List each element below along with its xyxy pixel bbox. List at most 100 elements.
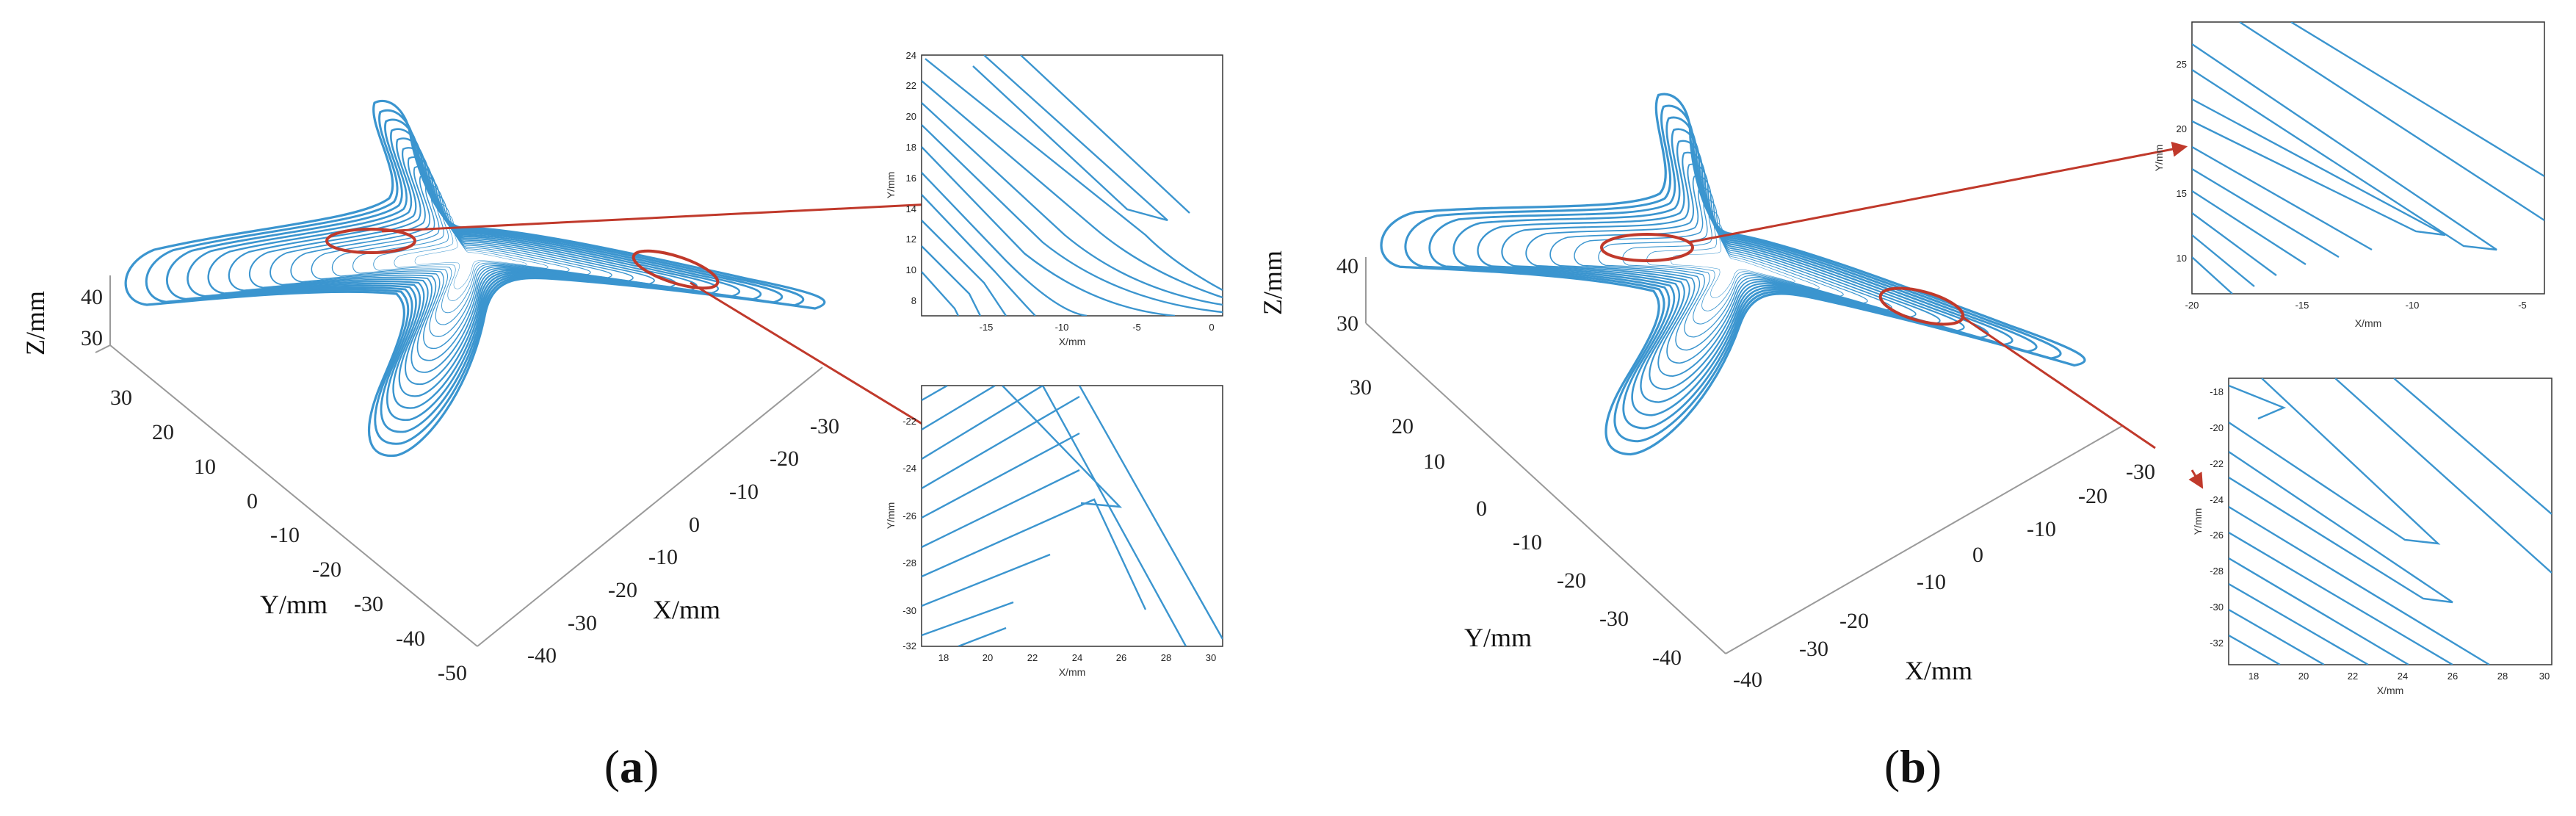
inset-y-tick: -30 — [2210, 602, 2224, 613]
x-tick: -20 — [608, 578, 637, 602]
x-tick: -10 — [2027, 517, 2056, 541]
y-tick: -10 — [1513, 530, 1542, 555]
y-tick: 0 — [247, 489, 258, 513]
y-tick: -30 — [1599, 607, 1629, 631]
x-tick: 0 — [689, 513, 700, 537]
inset-y-label: Y/mm — [885, 502, 897, 530]
inset-y-label: Y/mm — [2192, 508, 2204, 535]
panel-b-arrow-top — [1688, 141, 2188, 244]
inset-y-tick: -22 — [902, 416, 916, 427]
inset-x-tick: 18 — [938, 652, 949, 663]
inset-x-tick: -10 — [2406, 300, 2420, 311]
y-tick: -30 — [354, 592, 383, 616]
panel-b-y-ticks: 30 20 10 0 -10 -20 -30 -40 — [1350, 375, 1682, 670]
inset-y-label: Y/mm — [2153, 145, 2165, 172]
panel-b-x-label: X/mm — [1905, 656, 1972, 685]
inset-y-tick: -22 — [2210, 458, 2224, 469]
inset-x-tick: 26 — [2447, 671, 2458, 682]
inset-y-label: Y/mm — [885, 172, 897, 199]
panel-a-z-label: Z/mm — [21, 291, 50, 355]
panel-b-x-ticks: -40 -30 -20 -10 0 -10 -20 -30 — [1733, 460, 2155, 692]
inset-x-tick: 28 — [1161, 652, 1171, 663]
inset-x-label: X/mm — [1059, 666, 1086, 678]
y-tick: 0 — [1476, 497, 1487, 521]
panel-a-highlight-2 — [632, 249, 720, 290]
inset-y-tick: -26 — [902, 510, 916, 521]
inset-y-tick: -18 — [2210, 386, 2224, 397]
panel-a-x-label: X/mm — [653, 595, 720, 624]
inset-y-tick: 10 — [2177, 253, 2187, 264]
inset-x-tick: 22 — [1027, 652, 1038, 663]
inset-y-tick: -30 — [902, 605, 916, 616]
inset-x-tick: 0 — [1209, 322, 1214, 333]
inset-y-tick: 10 — [906, 264, 916, 275]
panel-a-y-ticks: 30 20 10 0 -10 -20 -30 -40 -50 — [110, 386, 467, 685]
inset-x-tick: -5 — [2518, 300, 2527, 311]
inset-x-tick: 24 — [2398, 671, 2408, 682]
inset-x-tick: -10 — [1055, 322, 1069, 333]
inset-y-tick: 20 — [2177, 123, 2187, 134]
x-tick: -10 — [1917, 570, 1946, 594]
z-tick: 40 — [1336, 254, 1358, 278]
inset-y-tick: 25 — [2177, 59, 2187, 70]
inset-x-tick: -15 — [2295, 300, 2309, 311]
inset-x-tick: 24 — [1072, 652, 1082, 663]
inset-x-tick: 30 — [1206, 652, 1216, 663]
x-tick: -20 — [770, 447, 799, 471]
panel-b-inset-top: 25 20 15 10 -20 -15 -10 -5 X/mm Y/mm — [2153, 21, 2545, 329]
inset-x-label: X/mm — [2377, 685, 2404, 696]
inset-y-tick: -26 — [2210, 530, 2224, 541]
y-tick: 10 — [194, 455, 216, 479]
inset-x-tick: 30 — [2539, 671, 2550, 682]
inset-y-tick: 15 — [2177, 188, 2187, 199]
inset-y-tick: 18 — [906, 142, 916, 153]
y-tick: 30 — [110, 386, 132, 410]
inset-y-tick: -32 — [902, 640, 916, 651]
panel-b-highlight-1 — [1600, 233, 1694, 262]
x-tick: -40 — [1733, 668, 1762, 692]
panel-a-z-ticks: 40 30 — [81, 285, 103, 350]
panel-a-3d-axes — [95, 275, 823, 647]
inset-y-tick: 16 — [906, 173, 916, 184]
z-tick: 30 — [81, 326, 103, 350]
z-tick: 40 — [81, 285, 103, 309]
inset-y-tick: 14 — [906, 203, 916, 214]
inset-x-tick: 18 — [2248, 671, 2259, 682]
inset-y-tick: 22 — [906, 80, 916, 91]
y-tick: -40 — [1652, 646, 1682, 670]
x-tick: -20 — [2078, 484, 2108, 508]
inset-x-tick: -20 — [2185, 300, 2199, 311]
panel-b: 40 30 Z/mm 30 20 10 0 -10 -20 -30 -40 Y/… — [1258, 21, 2553, 792]
inset-y-tick: 8 — [911, 295, 916, 306]
panel-a-toolpath — [124, 99, 826, 458]
inset-y-tick: -28 — [902, 557, 916, 568]
inset-y-tick: -24 — [2210, 494, 2224, 505]
x-tick: -40 — [527, 643, 557, 668]
panel-b-toolpath — [1356, 57, 2115, 517]
panel-a-inset-bottom: -22 -24 -26 -28 -30 -32 18 20 22 24 26 2… — [885, 385, 1223, 678]
panel-b-3d-axes — [1365, 257, 2123, 654]
inset-y-tick: 24 — [906, 50, 916, 61]
inset-y-tick: -28 — [2210, 566, 2224, 577]
panel-b-arrow-bottom — [1960, 314, 2156, 449]
panel-a-inset-top: 24 22 20 18 16 14 12 10 8 -15 -10 -5 0 X… — [885, 50, 1223, 347]
panel-b-z-label: Z/mm — [1258, 250, 1287, 315]
inset-x-tick: 28 — [2497, 671, 2508, 682]
y-tick: 30 — [1350, 375, 1372, 400]
y-tick: -40 — [396, 627, 425, 651]
y-tick: -20 — [1557, 568, 1586, 593]
x-tick: -30 — [2126, 460, 2155, 484]
panel-b-y-label: Y/mm — [1464, 623, 1532, 652]
y-tick: -50 — [438, 661, 467, 685]
x-tick: -30 — [810, 414, 839, 438]
y-tick: 10 — [1423, 449, 1445, 474]
inset-x-tick: 26 — [1116, 652, 1126, 663]
x-tick: 0 — [1972, 543, 1983, 567]
z-tick: 30 — [1336, 311, 1358, 336]
x-tick: -30 — [1799, 637, 1828, 661]
inset-y-tick: 12 — [906, 234, 916, 245]
panel-a-label: (a) — [604, 740, 659, 792]
x-tick: -10 — [648, 545, 678, 569]
inset-x-tick: -15 — [980, 322, 994, 333]
